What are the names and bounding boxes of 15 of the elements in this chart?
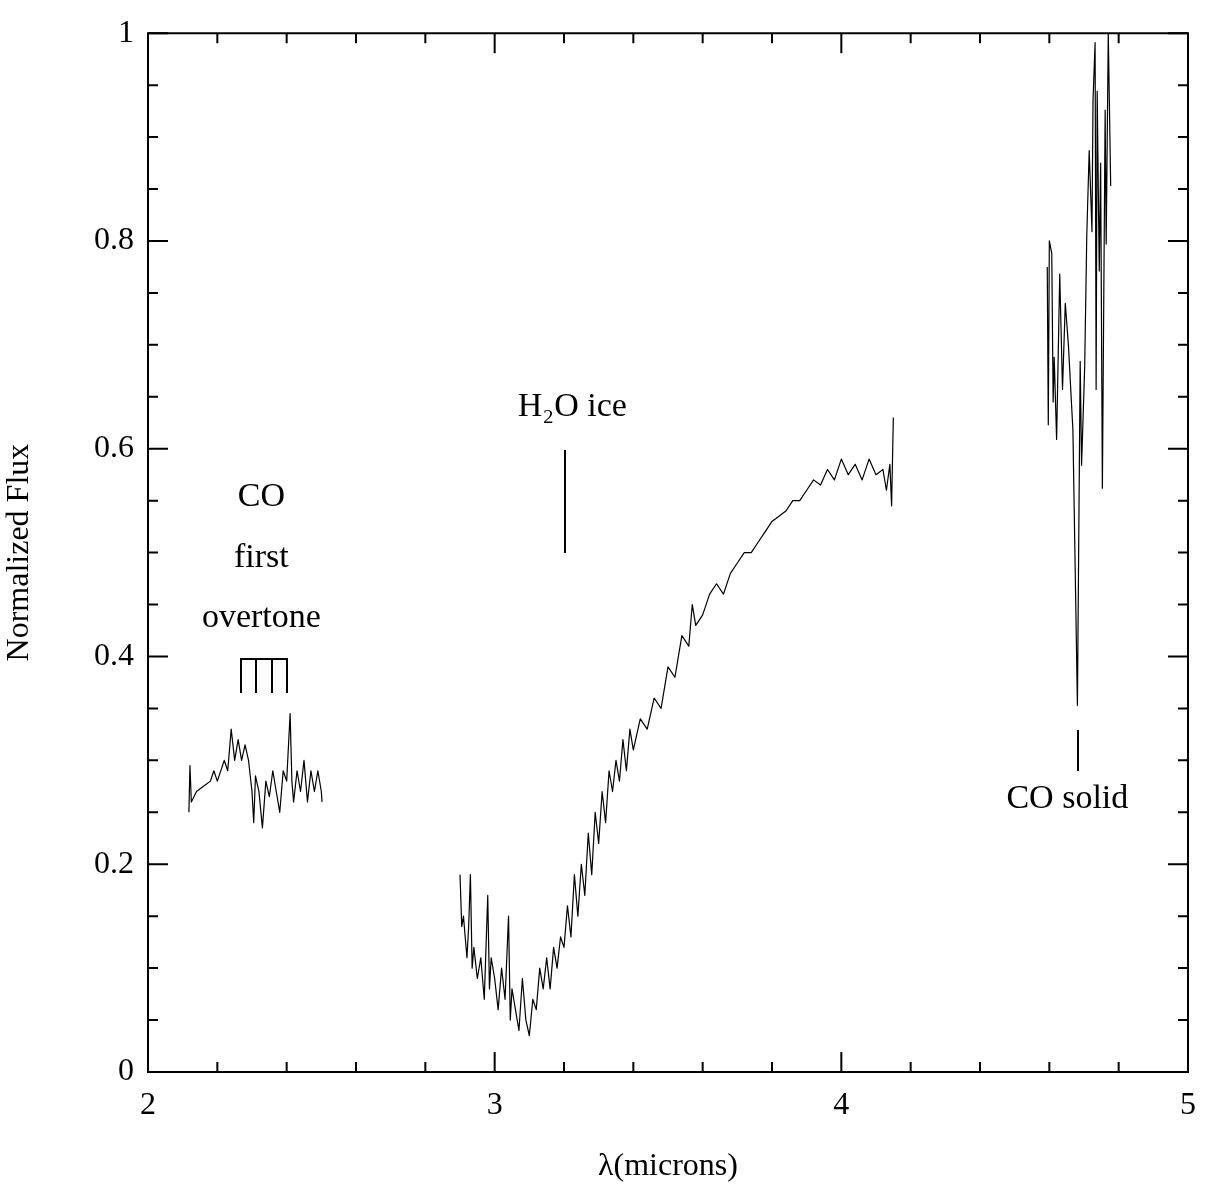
y-tick-label: 0.4 — [94, 635, 134, 672]
y-tick-label: 1 — [118, 12, 134, 49]
annotation: CO first overtone — [201, 476, 321, 634]
x-tick-label: 2 — [140, 1084, 156, 1121]
x-tick-label: 3 — [486, 1084, 503, 1121]
y-tick-label: 0.8 — [94, 220, 134, 257]
y-axis-title: Normalized Flux — [0, 443, 35, 662]
annotation: H₂O ice — [517, 386, 627, 424]
x-tick-label: 5 — [1180, 1084, 1196, 1121]
x-tick-label: 4 — [833, 1084, 850, 1121]
x-axis-title: λ(microns) — [598, 1146, 738, 1183]
annotation: CO solid — [1006, 777, 1129, 815]
y-tick-label: 0.2 — [94, 843, 134, 880]
y-tick-label: 0 — [118, 1051, 134, 1088]
y-tick-label: 0.6 — [94, 428, 134, 465]
